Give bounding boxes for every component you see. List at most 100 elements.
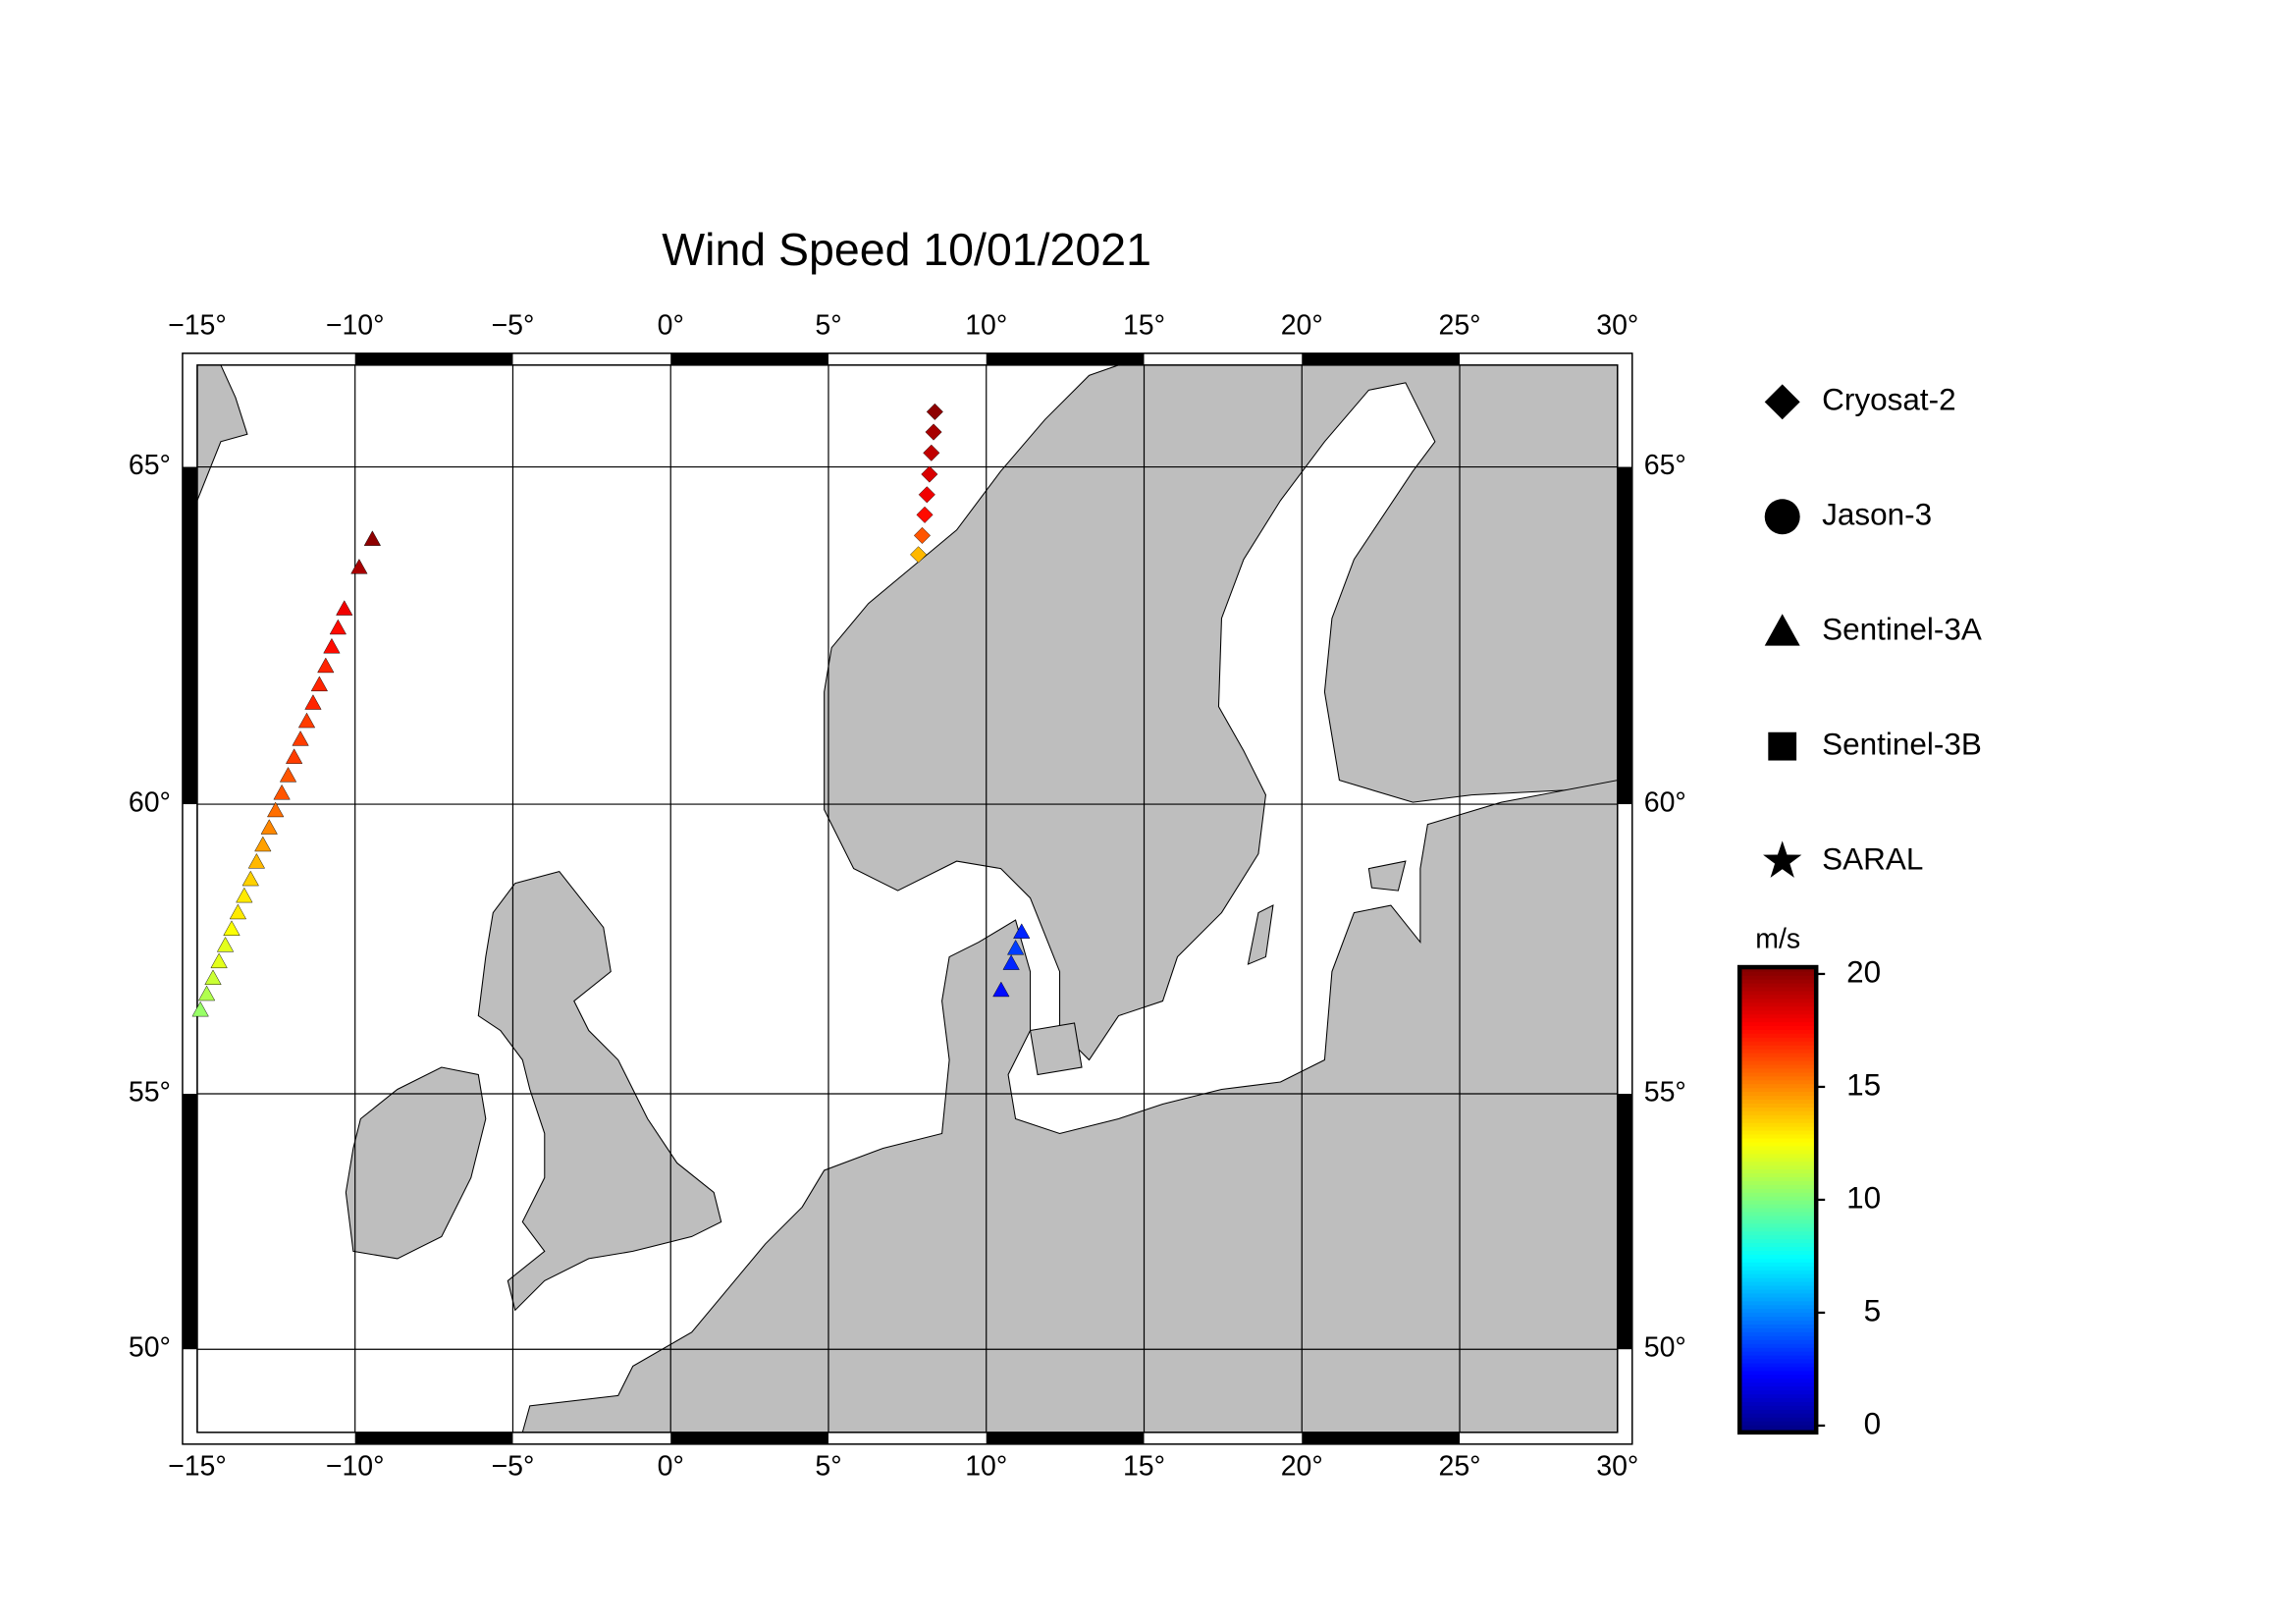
x-tick-label: −5°: [492, 309, 535, 341]
colorbar-cell: [1739, 1055, 1817, 1061]
colorbar-cell: [1739, 1288, 1817, 1294]
colorbar-cell: [1739, 1350, 1817, 1356]
colorbar-cell: [1739, 1168, 1817, 1174]
colorbar-cell: [1739, 1172, 1817, 1178]
colorbar-cell: [1739, 1272, 1817, 1278]
marker-diamond: [1764, 384, 1800, 420]
colorbar-cell: [1739, 974, 1817, 980]
colorbar-cell: [1739, 1121, 1817, 1127]
colorbar-tick-label: 15: [1846, 1067, 1881, 1102]
colorbar-cell: [1739, 1149, 1817, 1155]
colorbar-cell: [1739, 1393, 1817, 1399]
colorbar-cell: [1739, 1226, 1817, 1232]
colorbar-cell: [1739, 1292, 1817, 1298]
x-tick-label: −10°: [326, 1450, 385, 1482]
colorbar-cell: [1739, 967, 1817, 972]
colorbar-cell: [1739, 1153, 1817, 1159]
marker-triangle: [273, 784, 291, 800]
x-tick-label: 20°: [1281, 309, 1323, 341]
colorbar-cell: [1739, 1339, 1817, 1344]
colorbar-cell: [1739, 1222, 1817, 1228]
frame-bar: [354, 352, 513, 365]
marker-triangle: [286, 748, 303, 764]
colorbar-cell: [1739, 1114, 1817, 1119]
colorbar-cell: [1739, 1354, 1817, 1360]
colorbar-cell: [1739, 1083, 1817, 1089]
marker-square: [1768, 731, 1797, 761]
colorbar-cell: [1739, 1195, 1817, 1201]
colorbar-cell: [1739, 1218, 1817, 1224]
frame-bar: [986, 1432, 1145, 1444]
marker-circle: [1764, 499, 1800, 535]
x-tick-label: −15°: [168, 309, 227, 341]
colorbar-cell: [1739, 1409, 1817, 1414]
marker-triangle: [223, 920, 240, 936]
colorbar-tick-label: 0: [1864, 1406, 1882, 1440]
colorbar-cell: [1739, 1324, 1817, 1328]
colorbar-cell: [1739, 1207, 1817, 1213]
colorbar-cell: [1739, 1316, 1817, 1322]
colorbar-cell: [1739, 1118, 1817, 1123]
colorbar-cell: [1739, 1405, 1817, 1410]
colorbar-cell: [1739, 1304, 1817, 1310]
land: [196, 364, 1618, 1433]
colorbar-cell: [1739, 1296, 1817, 1302]
frame-bar: [1617, 466, 1632, 805]
colorbar-cell: [1739, 1033, 1817, 1038]
marker-star: [1763, 840, 1802, 878]
colorbar-cell: [1739, 1397, 1817, 1403]
marks: [191, 403, 1031, 1017]
colorbar-cell: [1739, 1161, 1817, 1166]
legend-label: Cryosat-2: [1822, 383, 1955, 417]
colorbar-cell: [1739, 1331, 1817, 1336]
colorbar-cell: [1739, 1110, 1817, 1115]
marker-triangle: [1002, 954, 1020, 970]
x-tick-label: 10°: [965, 309, 1007, 341]
colorbar-cell: [1739, 1203, 1817, 1209]
marker-triangle: [229, 903, 247, 920]
marker-triangle: [210, 952, 228, 969]
y-tick-label: 60°: [129, 787, 171, 819]
colorbar-cell: [1739, 1266, 1817, 1271]
frame-bar: [670, 1432, 828, 1444]
marker-triangle: [204, 969, 222, 985]
x-tick-label: 20°: [1281, 1450, 1323, 1482]
legend-label: Sentinel-3A: [1822, 613, 1982, 647]
x-tick-label: 30°: [1596, 309, 1638, 341]
colorbar-cell: [1739, 1238, 1817, 1244]
y-tick-label: 55°: [129, 1077, 171, 1109]
colorbar-cell: [1739, 1417, 1817, 1422]
colorbar-cell: [1739, 1075, 1817, 1081]
colorbar-cell: [1739, 1362, 1817, 1368]
ireland: [345, 1066, 487, 1260]
colorbar-cell: [1739, 1005, 1817, 1011]
marker-diamond: [913, 526, 932, 544]
x-tick-label: 15°: [1123, 309, 1165, 341]
colorbar-cell: [1739, 1099, 1817, 1104]
colorbar-cell: [1739, 990, 1817, 996]
colorbar-cell: [1739, 1320, 1817, 1325]
colorbar-cell: [1739, 1246, 1817, 1252]
colorbar-cell: [1739, 1013, 1817, 1019]
y-tick-label: 55°: [1644, 1077, 1686, 1109]
colorbar-cell: [1739, 1059, 1817, 1065]
colorbar-cell: [1739, 1157, 1817, 1163]
marker-triangle: [267, 801, 285, 818]
colorbar-cell: [1739, 1021, 1817, 1027]
colorbar-cell: [1739, 1378, 1817, 1383]
colorbar-cell: [1739, 1107, 1817, 1111]
colorbar-cell: [1739, 1029, 1817, 1034]
colorbar-cell: [1739, 1234, 1817, 1240]
x-tick-label: −5°: [492, 1450, 535, 1482]
marker-diamond: [910, 546, 928, 564]
scandinavia: [824, 364, 1618, 1061]
colorbar-cell: [1739, 1230, 1817, 1236]
frame-bar: [670, 352, 828, 365]
marker-triangle: [292, 730, 309, 746]
marker-triangle: [304, 694, 322, 710]
colorbar-cell: [1739, 1079, 1817, 1085]
colorbar-cell: [1739, 1280, 1817, 1286]
frame-bar: [1617, 1094, 1632, 1350]
y-tick-label: 50°: [129, 1332, 171, 1364]
marker-triangle: [350, 558, 368, 574]
